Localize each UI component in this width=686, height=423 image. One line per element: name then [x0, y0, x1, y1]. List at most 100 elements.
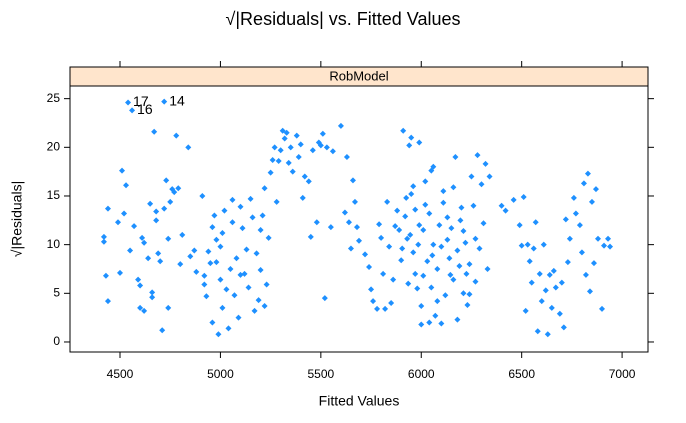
point — [386, 243, 393, 250]
point — [402, 213, 409, 220]
point — [415, 241, 422, 248]
point — [173, 132, 180, 139]
point — [209, 224, 216, 231]
point — [594, 235, 601, 242]
point — [125, 99, 132, 106]
point — [343, 154, 350, 161]
point — [426, 319, 433, 326]
point — [399, 245, 406, 252]
point — [528, 279, 535, 286]
point — [261, 302, 268, 309]
point — [466, 261, 473, 268]
point — [345, 219, 352, 226]
point — [229, 196, 236, 203]
point — [374, 305, 381, 312]
point — [102, 272, 109, 279]
point — [428, 167, 435, 174]
point — [231, 292, 238, 299]
point — [470, 202, 477, 209]
point — [605, 235, 612, 242]
point — [241, 270, 248, 277]
point — [233, 255, 240, 262]
point — [420, 227, 427, 234]
point — [460, 290, 467, 297]
point — [257, 227, 264, 234]
point — [100, 233, 107, 240]
point — [403, 194, 410, 201]
point — [104, 205, 111, 212]
point — [556, 310, 563, 317]
point — [546, 271, 553, 278]
point — [460, 228, 467, 235]
point — [265, 234, 272, 241]
point — [588, 198, 595, 205]
point — [418, 321, 425, 328]
point — [225, 325, 232, 332]
point — [215, 331, 222, 338]
point — [153, 208, 160, 215]
point — [599, 305, 606, 312]
point — [576, 222, 583, 229]
point — [161, 98, 168, 105]
point — [151, 128, 158, 135]
point — [159, 327, 166, 334]
point — [337, 122, 344, 129]
point — [293, 132, 300, 139]
point — [281, 135, 288, 142]
point — [356, 237, 362, 244]
point — [370, 298, 377, 305]
x-tick-label: 5000 — [207, 367, 234, 381]
point — [550, 267, 557, 274]
y-tick-label: 25 — [47, 91, 61, 105]
x-tick-label: 6000 — [408, 367, 435, 381]
point — [213, 259, 220, 266]
point — [447, 271, 454, 278]
x-tick-label: 7000 — [609, 367, 636, 381]
point — [586, 288, 593, 295]
point — [388, 300, 395, 307]
point — [474, 152, 481, 159]
plot-frame — [69, 85, 649, 353]
y-tick-label: 15 — [47, 188, 61, 202]
point — [123, 182, 130, 189]
point — [121, 210, 128, 217]
point — [353, 224, 360, 231]
point — [380, 270, 387, 277]
point — [245, 284, 252, 291]
point — [229, 219, 236, 226]
point — [422, 178, 429, 185]
point — [412, 206, 419, 213]
chart-title: √|Residuals| vs. Fitted Values — [226, 9, 461, 29]
point — [400, 127, 407, 134]
point — [237, 271, 244, 278]
point — [524, 241, 531, 248]
point — [440, 199, 447, 206]
y-tick-label: 10 — [47, 237, 61, 251]
point — [584, 170, 591, 177]
point — [237, 203, 244, 210]
point — [257, 266, 264, 273]
point — [114, 219, 121, 226]
point — [213, 236, 220, 243]
point — [548, 304, 555, 311]
point — [362, 251, 369, 258]
point — [607, 243, 614, 250]
point — [382, 305, 389, 312]
point — [299, 194, 306, 201]
point — [438, 320, 445, 327]
point — [390, 276, 397, 283]
point — [394, 207, 401, 214]
point — [321, 295, 328, 302]
point — [412, 270, 419, 277]
point — [149, 289, 156, 296]
point — [476, 245, 483, 252]
point — [137, 282, 144, 289]
point — [502, 207, 509, 214]
point — [566, 235, 573, 242]
point — [564, 259, 571, 266]
point — [141, 307, 148, 314]
point — [217, 276, 224, 283]
point — [472, 235, 479, 242]
point — [454, 316, 461, 323]
point — [456, 263, 463, 270]
